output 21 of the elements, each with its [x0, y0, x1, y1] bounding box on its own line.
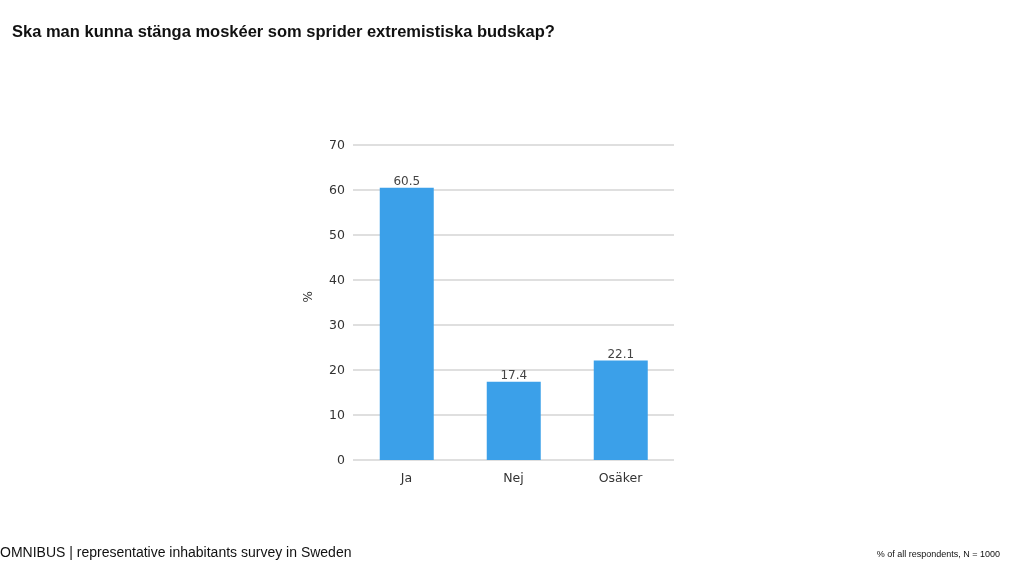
data-label: 17.4: [500, 367, 528, 382]
y-axis-title: %: [301, 291, 316, 303]
y-tick-label: 70: [329, 137, 346, 153]
x-tick-label: Osäker: [598, 470, 644, 485]
text: OMNIBUS | representative inhabitants survey in Sweden: [0, 544, 352, 560]
y-tick-label: 0: [337, 452, 346, 468]
chart-title: Ska man kunna stänga moskéer som sprider extremistiska budskap?: [12, 22, 555, 41]
y-tick-label: 10: [329, 407, 346, 423]
text: % of all respondents, N = 1000: [876, 549, 1000, 559]
bar: [486, 381, 541, 460]
y-tick-label: 20: [329, 362, 346, 378]
bar: [379, 187, 434, 460]
x-tick-label: Ja: [399, 470, 413, 485]
data-label: 22.1: [607, 346, 635, 361]
y-tick-label: 30: [329, 317, 346, 333]
data-label: 60.5: [393, 173, 421, 188]
y-tick-label: 40: [329, 272, 346, 288]
y-tick-label: 60: [329, 182, 346, 198]
bar: [593, 360, 648, 460]
y-tick-label: 50: [329, 227, 346, 243]
x-tick-label: Nej: [503, 470, 524, 485]
